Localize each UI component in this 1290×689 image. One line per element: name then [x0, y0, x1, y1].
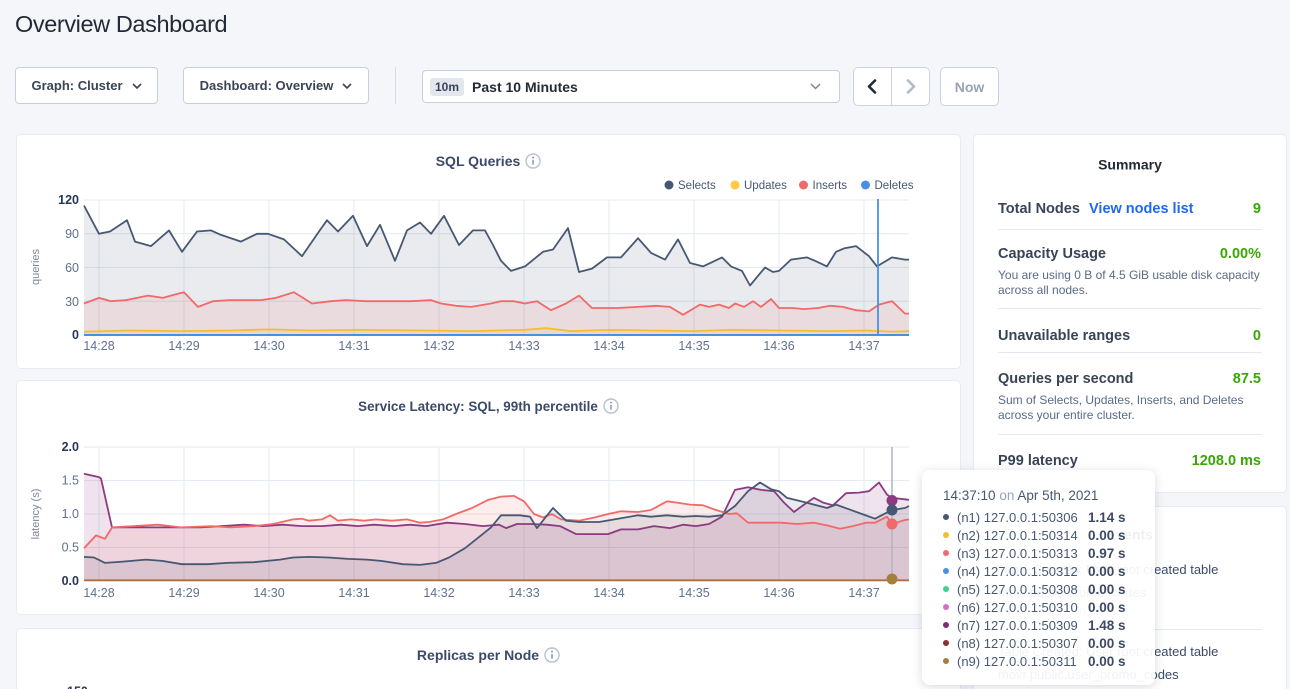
svg-text:14:34: 14:34 [593, 339, 624, 353]
svg-text:Updates: Updates [744, 180, 787, 192]
svg-text:120: 120 [58, 193, 79, 207]
svg-text:14:32: 14:32 [423, 586, 454, 600]
svg-text:1.0: 1.0 [62, 507, 79, 521]
svg-text:14:33: 14:33 [508, 586, 539, 600]
svg-text:1.5: 1.5 [62, 474, 79, 488]
svg-text:0.0: 0.0 [62, 574, 79, 588]
svg-text:60: 60 [65, 261, 79, 275]
svg-text:Inserts: Inserts [813, 180, 848, 192]
svg-text:14:28: 14:28 [83, 586, 114, 600]
svg-text:14:29: 14:29 [168, 339, 199, 353]
svg-text:14:29: 14:29 [168, 586, 199, 600]
svg-text:14:32: 14:32 [423, 339, 454, 353]
svg-text:2.0: 2.0 [62, 440, 79, 454]
svg-text:Deletes: Deletes [875, 180, 914, 192]
svg-text:150: 150 [67, 685, 88, 689]
svg-text:Selects: Selects [678, 180, 716, 192]
svg-text:14:35: 14:35 [678, 586, 709, 600]
svg-text:14:36: 14:36 [763, 586, 794, 600]
svg-text:14:30: 14:30 [253, 339, 284, 353]
svg-text:14:37: 14:37 [848, 339, 879, 353]
svg-text:30: 30 [65, 295, 79, 309]
svg-text:queries: queries [30, 248, 42, 285]
svg-text:14:34: 14:34 [593, 586, 624, 600]
svg-text:latency (s): latency (s) [30, 489, 42, 540]
svg-text:14:37: 14:37 [848, 586, 879, 600]
svg-text:14:31: 14:31 [338, 586, 369, 600]
svg-text:14:36: 14:36 [763, 339, 794, 353]
svg-text:14:35: 14:35 [678, 339, 709, 353]
svg-text:0: 0 [72, 328, 79, 342]
svg-text:14:31: 14:31 [338, 339, 369, 353]
svg-text:14:28: 14:28 [83, 339, 114, 353]
svg-text:14:30: 14:30 [253, 586, 284, 600]
svg-text:90: 90 [65, 227, 79, 241]
svg-text:0.5: 0.5 [62, 541, 79, 555]
svg-text:14:33: 14:33 [508, 339, 539, 353]
